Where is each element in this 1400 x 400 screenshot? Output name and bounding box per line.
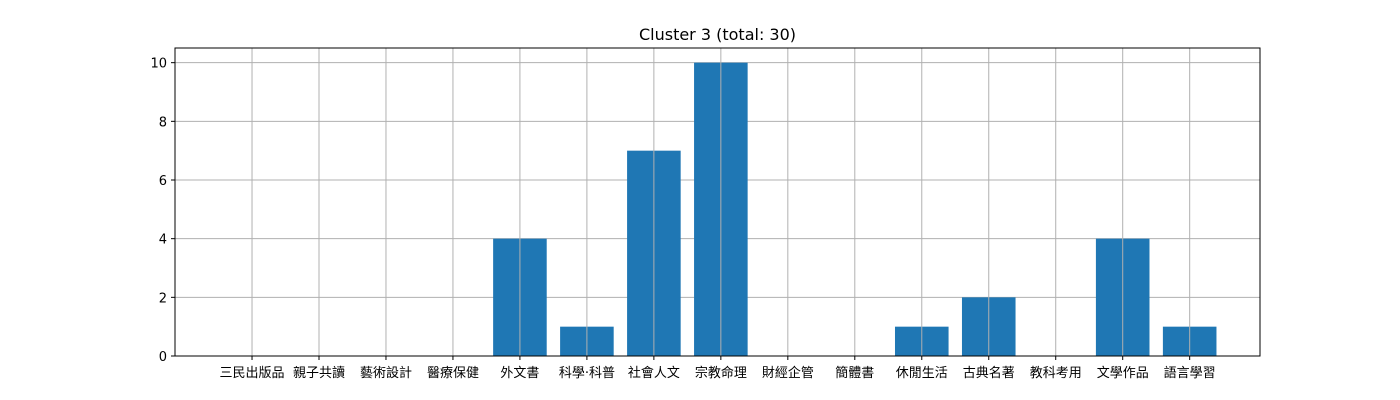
vertical-grid bbox=[251, 48, 1191, 356]
x-tick-label: 科學‧科普 bbox=[559, 366, 615, 381]
y-tick-label: 6 bbox=[159, 174, 167, 189]
x-tick-label: 宗教命理 bbox=[695, 365, 747, 381]
x-tick-label: 休閒生活 bbox=[896, 366, 948, 381]
y-tick-label: 8 bbox=[159, 115, 167, 130]
y-tick-label: 4 bbox=[159, 233, 167, 248]
y-tick-label: 2 bbox=[159, 291, 167, 306]
x-tick-label: 外文書 bbox=[500, 366, 539, 381]
x-tick-label: 文學作品 bbox=[1097, 366, 1149, 381]
x-tick-label: 財經企管 bbox=[762, 365, 814, 381]
x-tick-label: 簡體書 bbox=[835, 366, 874, 381]
x-axis: 三民出版品 親子共讀 藝術設計 醫療保健 外文書 科學‧科普 社會人文 宗教命理 財經企管 簡體書… bbox=[220, 356, 1216, 381]
plot-frame bbox=[174, 47, 1261, 357]
y-tick-label: 10 bbox=[150, 57, 167, 72]
chart-title: Cluster 3 (total: 30) bbox=[639, 25, 796, 44]
x-tick-label: 教科考用 bbox=[1030, 365, 1082, 381]
x-tick-label: 社會人文 bbox=[628, 365, 680, 381]
x-tick-label: 親子共讀 bbox=[293, 366, 345, 381]
y-axis: 0 2 4 6 8 10 bbox=[150, 57, 175, 365]
y-tick-label: 0 bbox=[159, 350, 167, 365]
x-tick-label: 醫療保健 bbox=[427, 366, 479, 381]
x-tick-label: 語言學習 bbox=[1164, 365, 1216, 381]
x-tick-label: 藝術設計 bbox=[360, 365, 412, 381]
x-tick-label: 古典名著 bbox=[963, 365, 1015, 381]
x-tick-label: 三民出版品 bbox=[220, 366, 285, 381]
